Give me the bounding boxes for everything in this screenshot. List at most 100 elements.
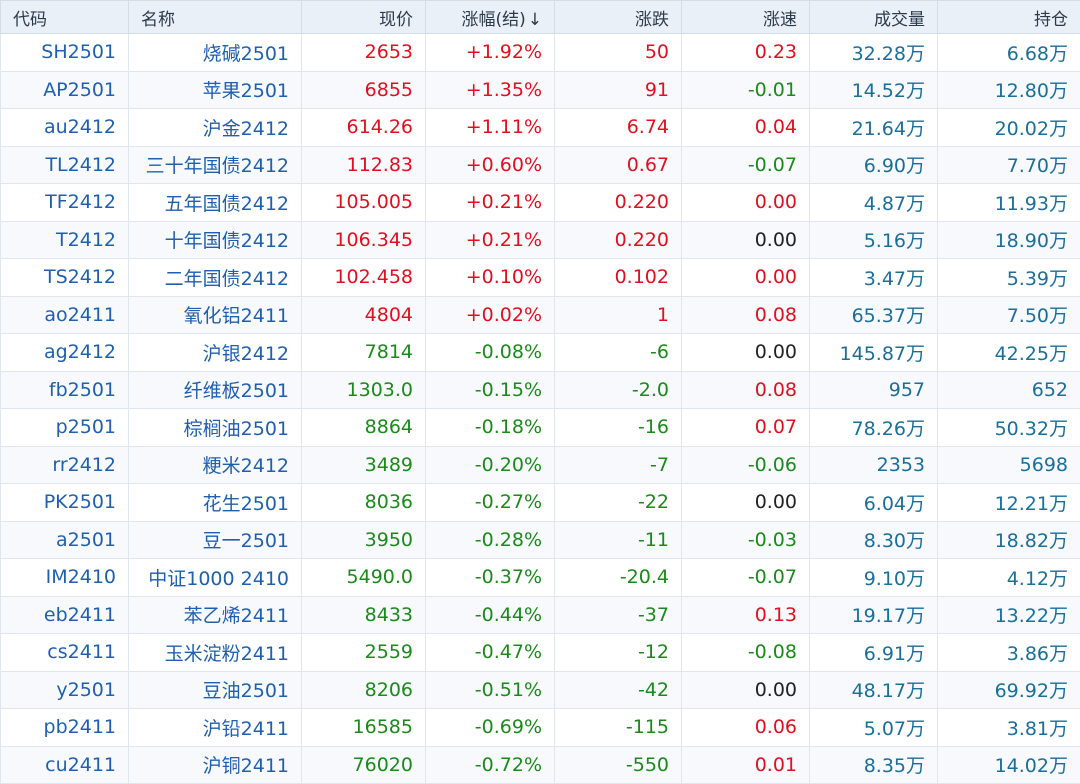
- table-row[interactable]: SH2501 烧碱2501 2653 +1.92% 50 0.23 32.28万 6.68万: [0, 33, 1080, 72]
- cell-name[interactable]: 五年国债2412: [128, 183, 302, 222]
- cell-price: 16585: [301, 708, 426, 747]
- cell-code[interactable]: ag2412: [0, 333, 129, 372]
- cell-name[interactable]: 氧化铝2411: [128, 295, 302, 334]
- table-row[interactable]: y2501 豆油2501 8206 -0.51% -42 0.00 48.17万 69.92万: [0, 670, 1080, 709]
- table-row[interactable]: TF2412 五年国债2412 105.005 +0.21% 0.220 0.00 4.87…: [0, 183, 1080, 222]
- cell-code[interactable]: IM2410: [0, 558, 129, 597]
- table-row[interactable]: cs2411 玉米淀粉2411 2559 -0.47% -12 -0.08 6.91万 3.8…: [0, 633, 1080, 672]
- table-row[interactable]: cu2411 沪铜2411 76020 -0.72% -550 0.01 8.35万 14.0…: [0, 745, 1080, 784]
- cell-code[interactable]: a2501: [0, 520, 129, 559]
- cell-speed: -0.07: [681, 145, 810, 184]
- cell-speed: 0.13: [681, 595, 810, 634]
- table-row[interactable]: PK2501 花生2501 8036 -0.27% -22 0.00 6.04万 12.21万: [0, 483, 1080, 522]
- cell-change: -11: [554, 520, 682, 559]
- column-header-name[interactable]: 名称: [128, 0, 302, 34]
- column-header-code-label: 代码: [13, 9, 47, 30]
- table-row[interactable]: a2501 豆一2501 3950 -0.28% -11 -0.03 8.30万 18.82万: [0, 520, 1080, 559]
- cell-name[interactable]: 沪金2412: [128, 108, 302, 147]
- table-row[interactable]: TS2412 二年国债2412 102.458 +0.10% 0.102 0.00 3.47…: [0, 258, 1080, 297]
- cell-name[interactable]: 棕榈油2501: [128, 408, 302, 447]
- cell-name[interactable]: 三十年国债2412: [128, 145, 302, 184]
- cell-open-interest: 18.90万: [937, 220, 1080, 259]
- cell-code[interactable]: pb2411: [0, 708, 129, 747]
- cell-open-interest: 5.39万: [937, 258, 1080, 297]
- cell-name[interactable]: 烧碱2501: [128, 33, 302, 72]
- cell-name[interactable]: 二年国债2412: [128, 258, 302, 297]
- cell-volume: 4.87万: [809, 183, 938, 222]
- cell-code[interactable]: p2501: [0, 408, 129, 447]
- cell-code[interactable]: ao2411: [0, 295, 129, 334]
- table-row[interactable]: T2412 十年国债2412 106.345 +0.21% 0.220 0.00 5.16万…: [0, 220, 1080, 259]
- cell-code[interactable]: SH2501: [0, 33, 129, 72]
- column-header-price[interactable]: 现价: [301, 0, 426, 34]
- cell-name[interactable]: 沪铜2411: [128, 745, 302, 784]
- cell-open-interest: 13.22万: [937, 595, 1080, 634]
- table-row[interactable]: IM2410 中证1000 2410 5490.0 -0.37% -20.4 -0.07 9…: [0, 558, 1080, 597]
- cell-name[interactable]: 中证1000 2410: [128, 558, 302, 597]
- cell-open-interest: 69.92万: [937, 670, 1080, 709]
- cell-name[interactable]: 豆油2501: [128, 670, 302, 709]
- column-header-volume[interactable]: 成交量: [809, 0, 938, 34]
- cell-name[interactable]: 苹果2501: [128, 70, 302, 109]
- cell-code[interactable]: cu2411: [0, 745, 129, 784]
- cell-code[interactable]: eb2411: [0, 595, 129, 634]
- cell-pct-change: +1.35%: [425, 70, 555, 109]
- column-header-pct[interactable]: 涨幅(结) ↓: [425, 0, 555, 34]
- cell-code[interactable]: T2412: [0, 220, 129, 259]
- cell-change: -22: [554, 483, 682, 522]
- table-row[interactable]: ao2411 氧化铝2411 4804 +0.02% 1 0.08 65.37万 7.50万: [0, 295, 1080, 334]
- cell-name[interactable]: 豆一2501: [128, 520, 302, 559]
- cell-change: -7: [554, 445, 682, 484]
- cell-speed: 0.00: [681, 258, 810, 297]
- cell-code[interactable]: cs2411: [0, 633, 129, 672]
- cell-volume: 19.17万: [809, 595, 938, 634]
- cell-name[interactable]: 纤维板2501: [128, 370, 302, 409]
- cell-code[interactable]: fb2501: [0, 370, 129, 409]
- cell-open-interest: 3.81万: [937, 708, 1080, 747]
- table-row[interactable]: p2501 棕榈油2501 8864 -0.18% -16 0.07 78.26万 50.32…: [0, 408, 1080, 447]
- cell-open-interest: 7.50万: [937, 295, 1080, 334]
- cell-code[interactable]: PK2501: [0, 483, 129, 522]
- column-header-speed[interactable]: 涨速: [681, 0, 810, 34]
- cell-pct-change: +0.21%: [425, 183, 555, 222]
- column-header-pct-label: 涨幅(结): [461, 9, 526, 30]
- cell-code[interactable]: TS2412: [0, 258, 129, 297]
- table-row[interactable]: fb2501 纤维板2501 1303.0 -0.15% -2.0 0.08 957 652: [0, 370, 1080, 409]
- cell-code[interactable]: y2501: [0, 670, 129, 709]
- cell-code[interactable]: AP2501: [0, 70, 129, 109]
- table-row[interactable]: rr2412 粳米2412 3489 -0.20% -7 -0.06 2353 5698: [0, 445, 1080, 484]
- table-row[interactable]: AP2501 苹果2501 6855 +1.35% 91 -0.01 14.52万 12.80…: [0, 70, 1080, 109]
- cell-speed: 0.08: [681, 370, 810, 409]
- cell-code[interactable]: rr2412: [0, 445, 129, 484]
- table-row[interactable]: au2412 沪金2412 614.26 +1.11% 6.74 0.04 21.64万 20…: [0, 108, 1080, 147]
- cell-code[interactable]: au2412: [0, 108, 129, 147]
- cell-name[interactable]: 粳米2412: [128, 445, 302, 484]
- cell-speed: 0.00: [681, 183, 810, 222]
- cell-name[interactable]: 沪铅2411: [128, 708, 302, 747]
- cell-speed: -0.01: [681, 70, 810, 109]
- column-header-volume-label: 成交量: [874, 9, 925, 30]
- cell-name[interactable]: 十年国债2412: [128, 220, 302, 259]
- cell-open-interest: 14.02万: [937, 745, 1080, 784]
- cell-pct-change: -0.08%: [425, 333, 555, 372]
- table-row[interactable]: TL2412 三十年国债2412 112.83 +0.60% 0.67 -0.07 6.90…: [0, 145, 1080, 184]
- column-header-oi[interactable]: 持仓: [937, 0, 1080, 34]
- column-header-code[interactable]: 代码: [0, 0, 129, 34]
- cell-pct-change: -0.47%: [425, 633, 555, 672]
- cell-name[interactable]: 沪银2412: [128, 333, 302, 372]
- cell-code[interactable]: TF2412: [0, 183, 129, 222]
- cell-name[interactable]: 玉米淀粉2411: [128, 633, 302, 672]
- table-row[interactable]: ag2412 沪银2412 7814 -0.08% -6 0.00 145.87万 42.25…: [0, 333, 1080, 372]
- cell-name[interactable]: 花生2501: [128, 483, 302, 522]
- column-header-change[interactable]: 涨跌: [554, 0, 682, 34]
- cell-speed: -0.06: [681, 445, 810, 484]
- table-row[interactable]: pb2411 沪铅2411 16585 -0.69% -115 0.06 5.07万 3.81…: [0, 708, 1080, 747]
- cell-code[interactable]: TL2412: [0, 145, 129, 184]
- cell-speed: 0.00: [681, 333, 810, 372]
- cell-price: 8036: [301, 483, 426, 522]
- cell-name[interactable]: 苯乙烯2411: [128, 595, 302, 634]
- cell-speed: 0.08: [681, 295, 810, 334]
- cell-change: 0.220: [554, 220, 682, 259]
- cell-speed: -0.03: [681, 520, 810, 559]
- table-row[interactable]: eb2411 苯乙烯2411 8433 -0.44% -37 0.13 19.17万 13.2…: [0, 595, 1080, 634]
